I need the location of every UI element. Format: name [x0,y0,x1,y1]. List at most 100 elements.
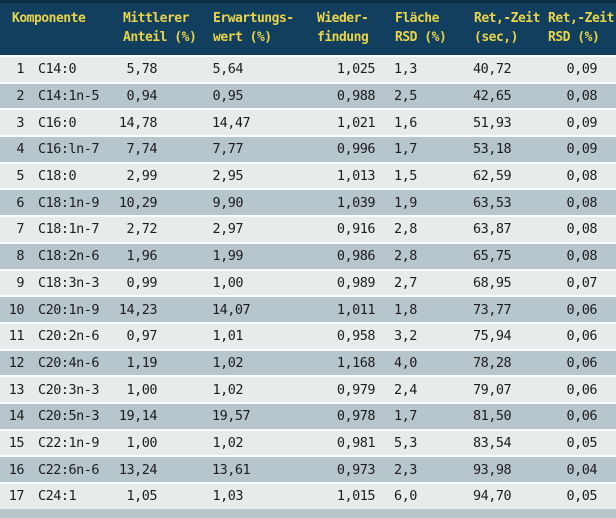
cell-wiederfindung: 0,973 [316,455,394,482]
cell-ret_zeit: 40,72 [473,55,547,82]
cell-ret_zeit: 63,87 [473,215,547,242]
cell-flaeche_rsd: 2,3 [394,455,473,482]
table-row: 17 C24:1 1,05 1,03 1,015 6,0 94,70 0,05 [0,482,616,509]
cell-komponente: C22:6n-6 [30,455,118,482]
cell-ret_zeit: 79,07 [473,375,547,402]
cell-ret_zeit_rsd: 0,06 [547,295,616,322]
table-row: 14 C20:5n-3 19,14 19,57 0,978 1,7 81,50 0,06 [0,401,616,429]
cell-ret_zeit: 83,54 [473,428,547,456]
cell-ret_zeit_rsd: 0,05 [547,428,616,456]
cell-ret_zeit: 78,28 [473,348,547,376]
cell-mittlerer_anteil: 1,05 [118,482,212,509]
table-row: 11 C20:2n-6 0,97 1,01 0,958 3,2 75,94 0,06 [0,321,616,349]
cell-wiederfindung: 0,958 [316,321,394,349]
cell-ret_zeit_rsd: 0,09 [547,108,616,136]
cell-mittlerer_anteil: 14,78 [118,108,212,136]
cell-ret_zeit: 62,59 [473,161,547,189]
table-row: 5 C18:0 2,99 2,95 1,013 1,5 62,59 0,08 [0,161,616,189]
table-row: 15 C22:1n-9 1,00 1,02 0,981 5,3 83,54 0,05 [0,428,616,456]
column-header-line1: Ret,-Zeit [474,11,540,26]
cell-wiederfindung: 1,021 [316,108,394,136]
table-row: 10 C20:1n-9 14,23 14,07 1,011 1,8 73,77 0,06 [0,295,616,322]
cell-flaeche_rsd: 1,8 [394,295,473,322]
cell-erwartungswert: 1,03 [212,482,316,509]
cell-flaeche_rsd: 2,8 [394,215,473,242]
cell-wiederfindung: 1,168 [316,348,394,376]
cell-wiederfindung: 1,025 [316,55,394,82]
cell-mittlerer_anteil: 0,94 [118,81,212,109]
cell-erwartungswert: 1,01 [212,321,316,349]
cell-mittlerer_anteil: 2,72 [118,215,212,242]
cell-komponente: C20:4n-6 [30,348,118,376]
cell-num: 2 [0,81,30,109]
cell-wiederfindung: 0,981 [316,428,394,456]
table-row: 7 C18:1n-7 2,72 2,97 0,916 2,8 63,87 0,08 [0,215,616,242]
cell-komponente: C22:1n-9 [30,428,118,456]
table-body: 1 C14:0 5,78 5,64 1,025 1,3 40,72 0,09 2 C14:1n-5… [0,55,616,509]
cell-erwartungswert: 5,64 [212,55,316,82]
cell-ret_zeit_rsd: 0,05 [547,482,616,509]
cell-mittlerer_anteil: 13,24 [118,455,212,482]
cell-ret_zeit_rsd: 0,08 [547,188,616,216]
cell-flaeche_rsd: 2,8 [394,241,473,269]
cell-num: 11 [0,321,30,349]
cell-mittlerer_anteil: 10,29 [118,188,212,216]
cell-mittlerer_anteil: 7,74 [118,135,212,162]
cell-flaeche_rsd: 4,0 [394,348,473,376]
cell-flaeche_rsd: 1,7 [394,135,473,162]
cell-ret_zeit: 51,93 [473,108,547,136]
cell-wiederfindung: 0,916 [316,215,394,242]
cell-ret_zeit: 42,65 [473,81,547,109]
cell-mittlerer_anteil: 14,23 [118,295,212,322]
header-row: Komponente Mittlerer Anteil (%) Erwartungs-… [0,0,616,55]
cell-flaeche_rsd: 1,7 [394,401,473,429]
column-header-line2: RSD (%) [395,30,447,45]
cell-erwartungswert: 2,95 [212,161,316,189]
column-header-mittlerer_anteil: Mittlerer Anteil (%) [118,0,212,55]
column-header-ret_zeit_rsd: Ret,-Zeit RSD (%) [547,0,616,55]
table-header: Komponente Mittlerer Anteil (%) Erwartungs-… [0,0,616,55]
cell-flaeche_rsd: 6,0 [394,482,473,509]
cell-wiederfindung: 0,996 [316,135,394,162]
cell-komponente: C18:1n-7 [30,215,118,242]
cell-ret_zeit_rsd: 0,09 [547,135,616,162]
cell-erwartungswert: 2,97 [212,215,316,242]
table-row: 8 C18:2n-6 1,96 1,99 0,986 2,8 65,75 0,08 [0,241,616,269]
cell-num: 8 [0,241,30,269]
cell-ret_zeit: 53,18 [473,135,547,162]
cell-ret_zeit: 73,77 [473,295,547,322]
column-header-line2: wert (%) [213,30,272,45]
column-header-ret_zeit: Ret,-Zeit (sec,) [473,0,547,55]
cell-ret_zeit: 94,70 [473,482,547,509]
cell-komponente: C18:0 [30,161,118,189]
cell-flaeche_rsd: 2,7 [394,268,473,296]
cell-mittlerer_anteil: 1,00 [118,375,212,402]
cell-ret_zeit: 93,98 [473,455,547,482]
cell-wiederfindung: 0,979 [316,375,394,402]
cell-wiederfindung: 1,011 [316,295,394,322]
cell-num: 13 [0,375,30,402]
cell-num: 6 [0,188,30,216]
cell-mittlerer_anteil: 1,19 [118,348,212,376]
cell-ret_zeit_rsd: 0,09 [547,55,616,82]
cell-erwartungswert: 1,02 [212,375,316,402]
cell-ret_zeit_rsd: 0,08 [547,81,616,109]
column-header-flaeche_rsd: Fläche RSD (%) [394,0,473,55]
cell-erwartungswert: 14,07 [212,295,316,322]
table-row: 4 C16:ln-7 7,74 7,77 0,996 1,7 53,18 0,09 [0,135,616,162]
cell-ret_zeit: 75,94 [473,321,547,349]
cell-komponente: C20:1n-9 [30,295,118,322]
column-header-line2: findung [317,30,369,45]
cell-mittlerer_anteil: 19,14 [118,401,212,429]
cell-flaeche_rsd: 2,5 [394,81,473,109]
cell-erwartungswert: 9,90 [212,188,316,216]
column-header-erwartungswert: Erwartungs-wert (%) [212,0,316,55]
cell-ret_zeit_rsd: 0,08 [547,161,616,189]
cell-flaeche_rsd: 3,2 [394,321,473,349]
cell-wiederfindung: 1,039 [316,188,394,216]
cell-komponente: C14:1n-5 [30,81,118,109]
cell-num: 9 [0,268,30,296]
table-row: 3 C16:0 14,78 14,47 1,021 1,6 51,93 0,09 [0,108,616,136]
cell-erwartungswert: 13,61 [212,455,316,482]
